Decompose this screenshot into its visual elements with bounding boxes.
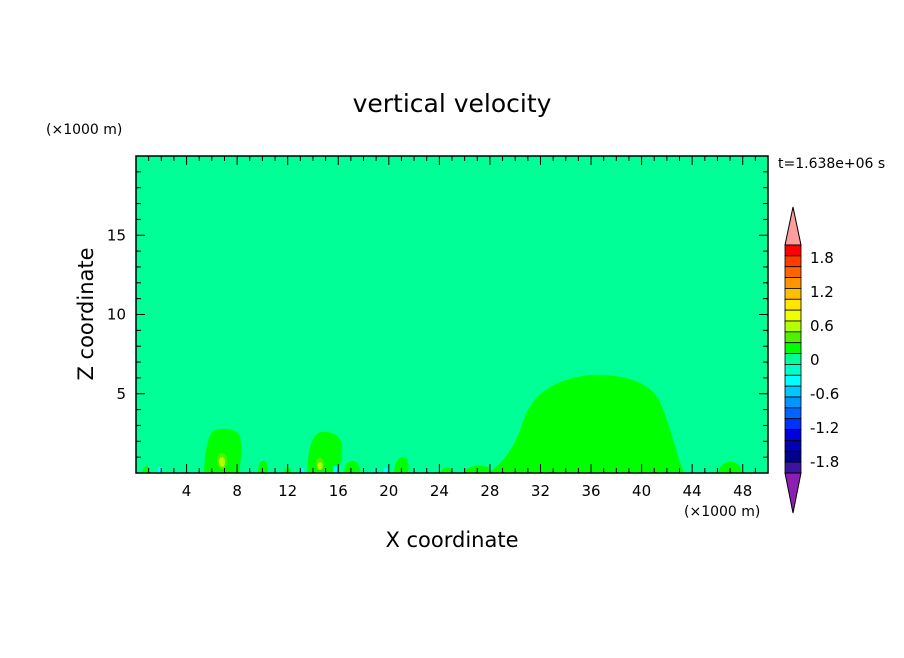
y-tick-label: 15 <box>107 226 126 244</box>
downdraft-speck <box>300 468 304 473</box>
x-tick-label: 44 <box>683 482 702 500</box>
colorbar-segment <box>784 298 802 311</box>
colorbar-label: 1.8 <box>810 249 834 267</box>
downdraft-speck <box>333 466 337 473</box>
colorbar-label: 0.6 <box>810 317 834 335</box>
colorbar-segment <box>784 396 802 409</box>
y-tick-label: 5 <box>116 385 126 403</box>
x-tick-label: 28 <box>480 482 499 500</box>
colorbar-label: -0.6 <box>810 385 839 403</box>
chart-title: vertical velocity <box>353 89 552 118</box>
updraft-cell <box>344 460 360 473</box>
updraft-cell <box>394 456 409 473</box>
colorbar-label: 0 <box>810 351 820 369</box>
colorbar-segment <box>784 440 802 452</box>
updraft-region-x7 <box>204 428 242 473</box>
colorbar-segment <box>784 461 802 474</box>
colorbar-segment <box>784 288 802 300</box>
colorbar-segment <box>784 342 802 354</box>
colorbar-segment <box>784 266 802 278</box>
colorbar: 1.8 1.2 0.6 0 -0.6 -1.2 -1.8 <box>784 206 839 514</box>
x-tick-label: 20 <box>379 482 398 500</box>
updraft-core-x7-inner <box>219 457 225 467</box>
colorbar-segment <box>784 407 802 420</box>
updraft-cell <box>440 467 452 473</box>
colorbar-segment <box>784 309 802 322</box>
x-tick-label: 12 <box>278 482 297 500</box>
colorbar-segment <box>784 277 802 289</box>
colorbar-segment <box>784 385 802 398</box>
x-tick-label: 24 <box>430 482 449 500</box>
colorbar-segment <box>784 255 802 268</box>
y-tick-label: 10 <box>107 306 126 324</box>
x-tick-label: 48 <box>733 482 752 500</box>
x-tick-label: 32 <box>531 482 550 500</box>
colorbar-segment <box>784 320 802 333</box>
y-axis-label: Z coordinate <box>74 247 98 380</box>
x-axis: 4 8 12 16 20 24 28 32 36 40 44 48 <box>148 156 756 500</box>
colorbar-segment <box>784 331 802 344</box>
x-tick-label: 16 <box>329 482 348 500</box>
x-unit-label: (×1000 m) <box>684 504 760 520</box>
updraft-cell <box>462 465 490 473</box>
colorbar-segment <box>784 374 802 387</box>
downdraft-speck <box>373 468 377 473</box>
colorbar-segment <box>784 244 802 257</box>
updraft-core-x15-inner <box>317 462 323 470</box>
colorbar-segment <box>784 450 802 463</box>
colorbar-segment <box>784 364 802 376</box>
updraft-region-x15 <box>307 432 343 473</box>
x-axis-label: X coordinate <box>385 528 518 552</box>
colorbar-segment <box>784 353 802 365</box>
plot-area <box>135 155 769 474</box>
y-unit-label: (×1000 m) <box>46 122 122 138</box>
downdraft-speck <box>384 468 387 473</box>
updraft-cell <box>142 465 149 473</box>
colorbar-label: -1.2 <box>810 419 839 437</box>
x-tick-label: 8 <box>232 482 242 500</box>
updraft-region-large <box>488 374 684 473</box>
updraft-cell <box>718 461 741 473</box>
x-tick-label: 4 <box>182 482 192 500</box>
colorbar-segment <box>784 418 802 430</box>
updraft-cell <box>258 460 268 473</box>
x-tick-label: 36 <box>581 482 600 500</box>
colorbar-label: 1.2 <box>810 283 834 301</box>
x-tick-label: 40 <box>632 482 651 500</box>
colorbar-segment <box>784 429 802 441</box>
colorbar-label: -1.8 <box>810 453 839 471</box>
colorbar-top-arrow <box>784 206 802 246</box>
colorbar-bottom-arrow <box>784 472 802 514</box>
downdraft-speck <box>158 467 162 473</box>
y-axis: 5 10 15 <box>107 171 768 458</box>
background-field <box>136 156 768 473</box>
time-label: t=1.638e+06 s <box>778 156 885 172</box>
